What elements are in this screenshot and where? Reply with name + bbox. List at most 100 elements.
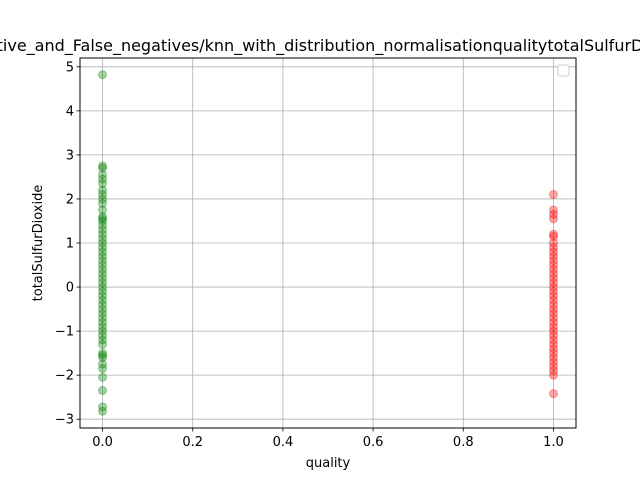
data-point bbox=[548, 286, 558, 296]
x-tick-label: 0.8 bbox=[453, 435, 474, 450]
data-point bbox=[548, 273, 558, 283]
data-point bbox=[548, 238, 558, 248]
y-tick-label: 4 bbox=[66, 104, 74, 119]
data-point bbox=[98, 295, 108, 305]
data-point bbox=[98, 242, 108, 252]
data-point bbox=[98, 205, 108, 215]
data-point bbox=[98, 163, 108, 173]
data-point bbox=[548, 331, 558, 340]
data-point bbox=[548, 370, 558, 380]
data-point bbox=[548, 282, 558, 292]
legend-box bbox=[557, 64, 570, 77]
data-point bbox=[98, 386, 108, 396]
y-tick-label: 1 bbox=[66, 237, 74, 252]
data-point bbox=[548, 247, 558, 257]
y-tick-label: −2 bbox=[55, 369, 74, 384]
y-tick-label: −1 bbox=[55, 325, 74, 340]
data-point bbox=[548, 209, 558, 219]
data-point bbox=[98, 348, 108, 358]
data-point bbox=[548, 313, 558, 323]
data-point bbox=[548, 322, 558, 332]
x-tick-label: 0.4 bbox=[273, 435, 294, 450]
data-point bbox=[98, 225, 108, 235]
data-point bbox=[548, 205, 558, 215]
y-tick-label: 3 bbox=[66, 148, 74, 163]
y-tick-label: 0 bbox=[66, 281, 74, 296]
data-point bbox=[98, 317, 108, 327]
data-point bbox=[98, 282, 108, 292]
data-point bbox=[548, 260, 558, 270]
data-point bbox=[548, 326, 558, 336]
data-point bbox=[548, 317, 558, 327]
y-axis-ticks: −3 −2 −1 0 1 2 3 4 5 bbox=[55, 60, 80, 428]
data-point bbox=[98, 194, 108, 204]
data-point bbox=[548, 295, 558, 305]
data-point bbox=[548, 251, 558, 261]
x-tick-label: 0.0 bbox=[92, 435, 113, 450]
data-point bbox=[98, 331, 108, 340]
data-point bbox=[98, 212, 108, 222]
data-point bbox=[98, 174, 108, 184]
y-axis-label: totalSulfurDioxide bbox=[31, 185, 46, 302]
chart-title: Positive_and_False_negatives/knn_with_di… bbox=[0, 36, 640, 56]
data-point bbox=[98, 313, 108, 323]
data-point bbox=[548, 344, 558, 354]
x-tick-label: 0.6 bbox=[363, 435, 384, 450]
data-point bbox=[548, 357, 558, 367]
grid bbox=[80, 58, 576, 428]
data-point bbox=[98, 350, 108, 360]
y-tick-label: 2 bbox=[66, 192, 74, 207]
data-point bbox=[548, 339, 558, 349]
data-point bbox=[98, 198, 108, 208]
data-point bbox=[98, 353, 108, 363]
data-point bbox=[548, 264, 558, 274]
data-point bbox=[98, 185, 108, 195]
data-point bbox=[548, 242, 558, 252]
data-point bbox=[98, 335, 108, 345]
data-point bbox=[98, 326, 108, 336]
data-point bbox=[98, 256, 108, 266]
data-point bbox=[548, 348, 558, 358]
data-point bbox=[548, 353, 558, 363]
data-point bbox=[98, 291, 108, 301]
data-point bbox=[98, 260, 108, 270]
data-point bbox=[98, 286, 108, 296]
data-point bbox=[98, 300, 108, 310]
data-point bbox=[548, 304, 558, 314]
data-point bbox=[98, 402, 108, 412]
data-point bbox=[98, 308, 108, 318]
data-point bbox=[98, 238, 108, 248]
data-point bbox=[98, 220, 108, 230]
data-point bbox=[548, 229, 558, 239]
data-point bbox=[548, 366, 558, 376]
data-point bbox=[548, 214, 558, 224]
data-point bbox=[548, 308, 558, 318]
data-point bbox=[98, 179, 108, 189]
data-point bbox=[548, 256, 558, 266]
data-point bbox=[548, 389, 558, 399]
data-point bbox=[98, 322, 108, 332]
data-point bbox=[98, 229, 108, 239]
data-point bbox=[98, 190, 108, 200]
data-point bbox=[548, 335, 558, 345]
data-point bbox=[98, 247, 108, 257]
data-point bbox=[98, 264, 108, 274]
data-point bbox=[98, 406, 108, 416]
data-point bbox=[548, 291, 558, 301]
y-tick-label: −3 bbox=[55, 413, 74, 428]
data-point bbox=[98, 234, 108, 244]
x-tick-label: 0.2 bbox=[182, 435, 203, 450]
x-tick-label: 1.0 bbox=[543, 435, 564, 450]
data-point bbox=[98, 170, 108, 180]
data-point bbox=[548, 190, 558, 200]
data-point bbox=[548, 278, 558, 288]
data-point bbox=[98, 372, 108, 382]
data-point bbox=[98, 278, 108, 288]
data-point bbox=[548, 300, 558, 310]
data-point bbox=[98, 269, 108, 279]
data-point bbox=[98, 251, 108, 261]
data-point bbox=[98, 273, 108, 283]
data-point bbox=[98, 161, 108, 171]
data-point bbox=[98, 359, 108, 369]
